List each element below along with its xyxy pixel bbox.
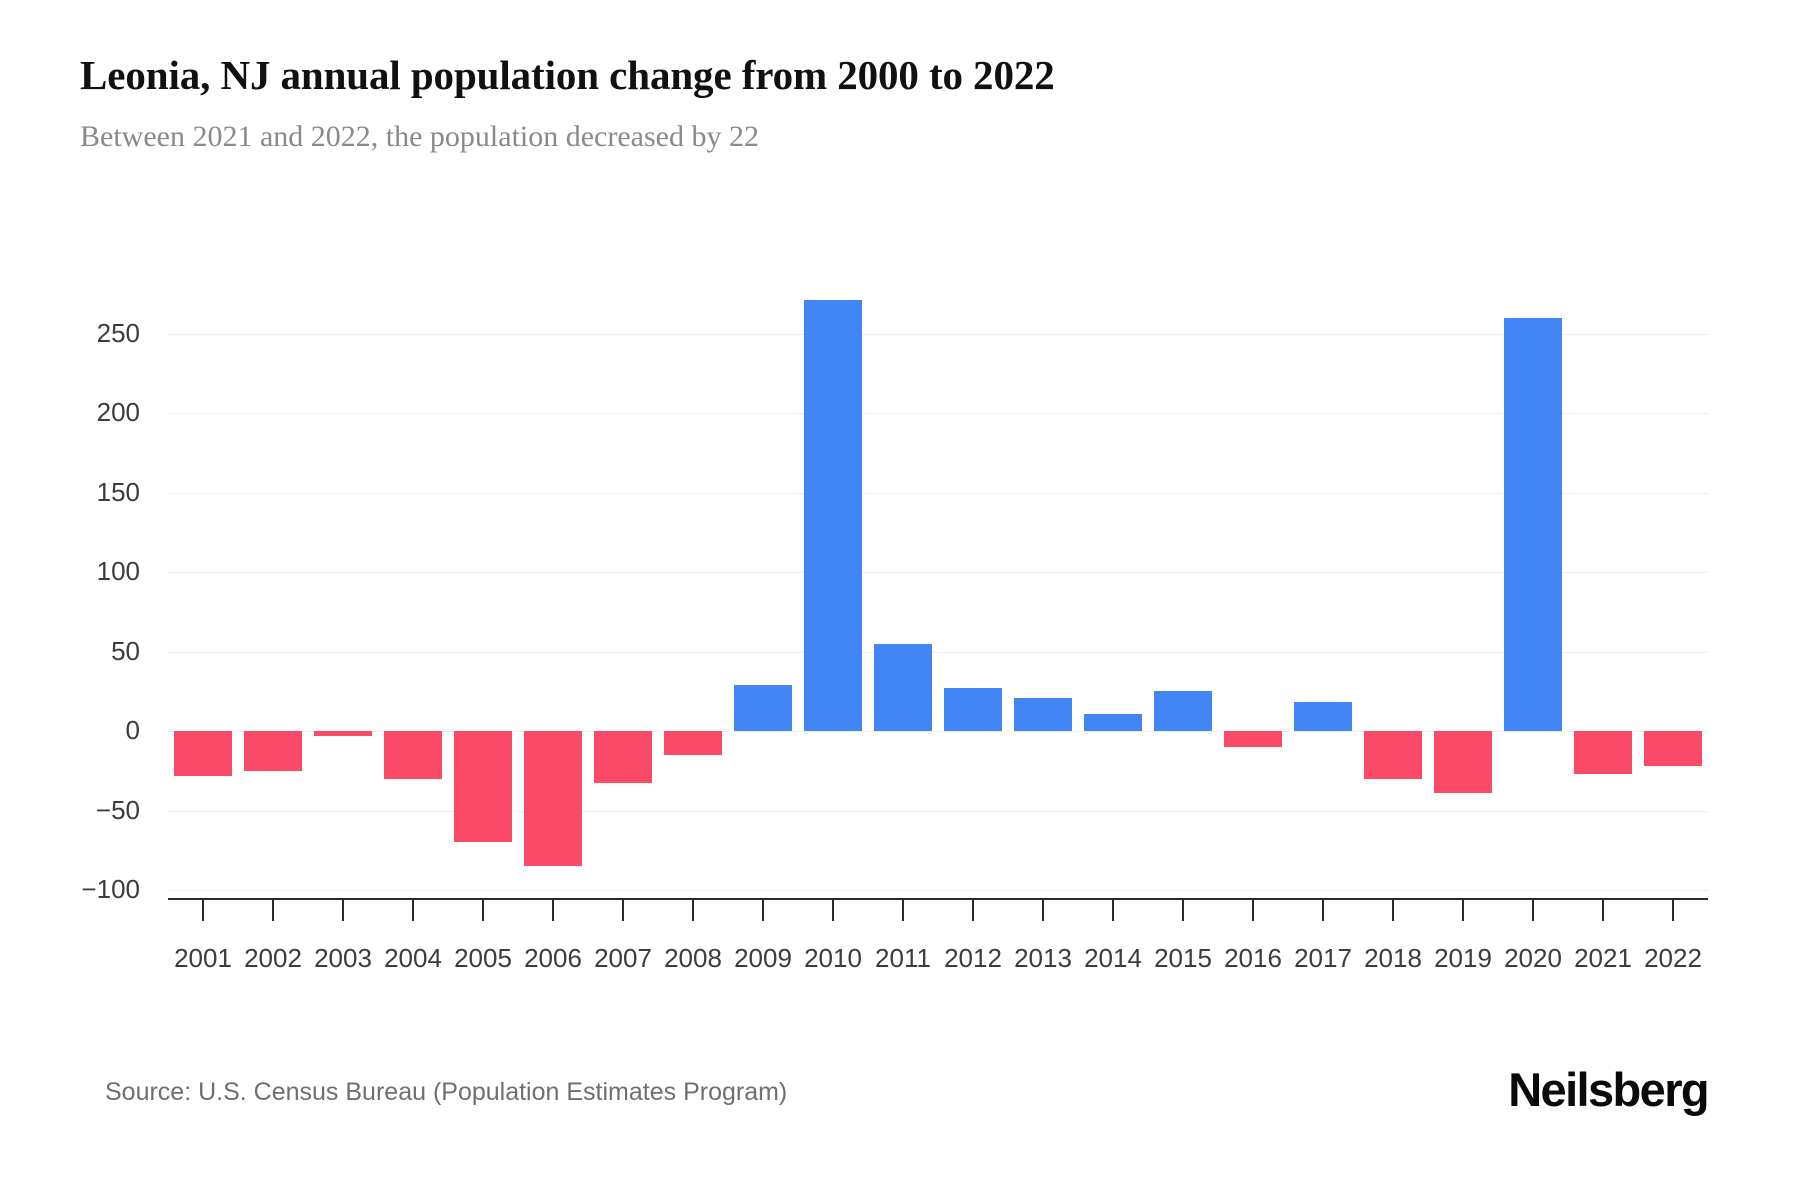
x-axis-tick-label: 2005 xyxy=(454,943,512,973)
gridline xyxy=(168,572,1708,573)
x-axis-line xyxy=(168,898,1708,900)
x-axis-tick xyxy=(202,899,204,921)
gridline xyxy=(168,333,1708,335)
x-axis-tick xyxy=(1112,899,1114,921)
x-axis-tick-label: 2015 xyxy=(1154,943,1212,973)
x-axis-tick xyxy=(1672,899,1674,921)
gridline xyxy=(168,492,1708,494)
bar-2004[interactable] xyxy=(383,731,443,779)
x-axis-tick xyxy=(1602,899,1604,921)
gridline xyxy=(168,651,1708,653)
y-axis-tick-label: 200 xyxy=(96,397,140,427)
gridline xyxy=(168,413,1708,414)
x-axis-tick xyxy=(552,899,554,921)
x-axis-tick xyxy=(1252,899,1254,921)
gridline xyxy=(168,890,1708,891)
x-axis-tick xyxy=(412,899,414,921)
x-axis-tick xyxy=(832,899,834,921)
bar-2006[interactable] xyxy=(523,731,583,867)
chart-subtitle: Between 2021 and 2022, the population de… xyxy=(80,120,759,154)
bar-2007[interactable] xyxy=(593,731,653,784)
chart-header: Leonia, NJ annual population change from… xyxy=(80,52,1680,155)
x-axis-tick xyxy=(622,899,624,921)
bar-2015[interactable] xyxy=(1153,691,1213,731)
bar-2011[interactable] xyxy=(873,643,933,731)
bar-2019[interactable] xyxy=(1433,731,1493,793)
y-axis-tick-label: 150 xyxy=(96,476,140,507)
bar-2002[interactable] xyxy=(243,731,303,771)
x-axis-tick xyxy=(1532,899,1534,921)
x-axis-tick xyxy=(342,899,344,921)
y-axis-tick-label: −100 xyxy=(81,874,140,904)
y-axis-tick-label: −50 xyxy=(95,794,140,825)
bar-2022[interactable] xyxy=(1643,731,1703,766)
x-axis-tick xyxy=(972,899,974,921)
x-axis-tick xyxy=(1322,899,1324,921)
y-axis-tick-label: 50 xyxy=(111,635,140,666)
x-axis-tick-label: 2003 xyxy=(314,943,372,973)
x-axis-tick-label: 2002 xyxy=(244,943,302,973)
x-axis-tick-label: 2012 xyxy=(944,943,1002,973)
x-axis-tick xyxy=(1462,899,1464,921)
bar-2020[interactable] xyxy=(1503,317,1563,731)
bar-2018[interactable] xyxy=(1363,731,1423,779)
x-axis-tick-label: 2019 xyxy=(1434,943,1492,973)
bar-2010[interactable] xyxy=(803,300,863,731)
x-axis-tick xyxy=(482,899,484,921)
x-axis-tick-label: 2016 xyxy=(1224,943,1282,973)
x-axis-tick-label: 2008 xyxy=(664,943,722,973)
y-axis-tick-label: 100 xyxy=(96,556,140,586)
x-axis-tick-label: 2017 xyxy=(1294,943,1352,973)
page-title: Leonia, NJ annual population change from… xyxy=(80,52,1055,98)
bar-2009[interactable] xyxy=(733,684,793,731)
gridline xyxy=(168,810,1708,812)
x-axis-tick-label: 2010 xyxy=(804,943,862,973)
x-axis-tick-label: 2001 xyxy=(174,943,232,973)
x-axis-tick-label: 2007 xyxy=(594,943,652,973)
brand-logo: Neilsberg xyxy=(1508,1063,1709,1116)
bar-2021[interactable] xyxy=(1573,731,1633,774)
source-note: Source: U.S. Census Bureau (Population E… xyxy=(105,1078,788,1106)
x-axis-tick xyxy=(762,899,764,921)
x-axis-tick-label: 2011 xyxy=(875,943,931,973)
bar-2016[interactable] xyxy=(1223,731,1283,747)
bar-2017[interactable] xyxy=(1293,702,1353,731)
bar-2001[interactable] xyxy=(173,731,233,776)
x-axis-tick xyxy=(1392,899,1394,921)
x-axis-tick-label: 2013 xyxy=(1014,943,1072,973)
bar-2013[interactable] xyxy=(1013,697,1073,731)
x-axis-tick-label: 2006 xyxy=(524,943,582,973)
bar-2005[interactable] xyxy=(453,731,513,843)
x-axis-tick-label: 2022 xyxy=(1644,943,1702,973)
y-axis-tick-label: 250 xyxy=(96,317,140,348)
x-axis-tick-label: 2021 xyxy=(1574,943,1632,973)
x-axis-tick-label: 2020 xyxy=(1504,943,1562,973)
x-axis-tick xyxy=(1042,899,1044,921)
bar-2003[interactable] xyxy=(313,731,373,736)
x-axis-tick-label: 2018 xyxy=(1364,943,1422,973)
bar-2012[interactable] xyxy=(943,688,1003,731)
x-axis-tick xyxy=(1182,899,1184,921)
bar-2014[interactable] xyxy=(1083,713,1143,731)
x-axis-tick xyxy=(902,899,904,921)
bar-2008[interactable] xyxy=(663,731,723,755)
x-axis-tick-label: 2009 xyxy=(734,943,792,973)
x-axis-tick-label: 2004 xyxy=(384,943,442,973)
x-axis-tick xyxy=(692,899,694,921)
gridline xyxy=(168,731,1708,732)
y-axis-tick-label: 0 xyxy=(125,715,140,745)
x-axis-tick-label: 2014 xyxy=(1084,943,1142,973)
x-axis-tick xyxy=(272,899,274,921)
